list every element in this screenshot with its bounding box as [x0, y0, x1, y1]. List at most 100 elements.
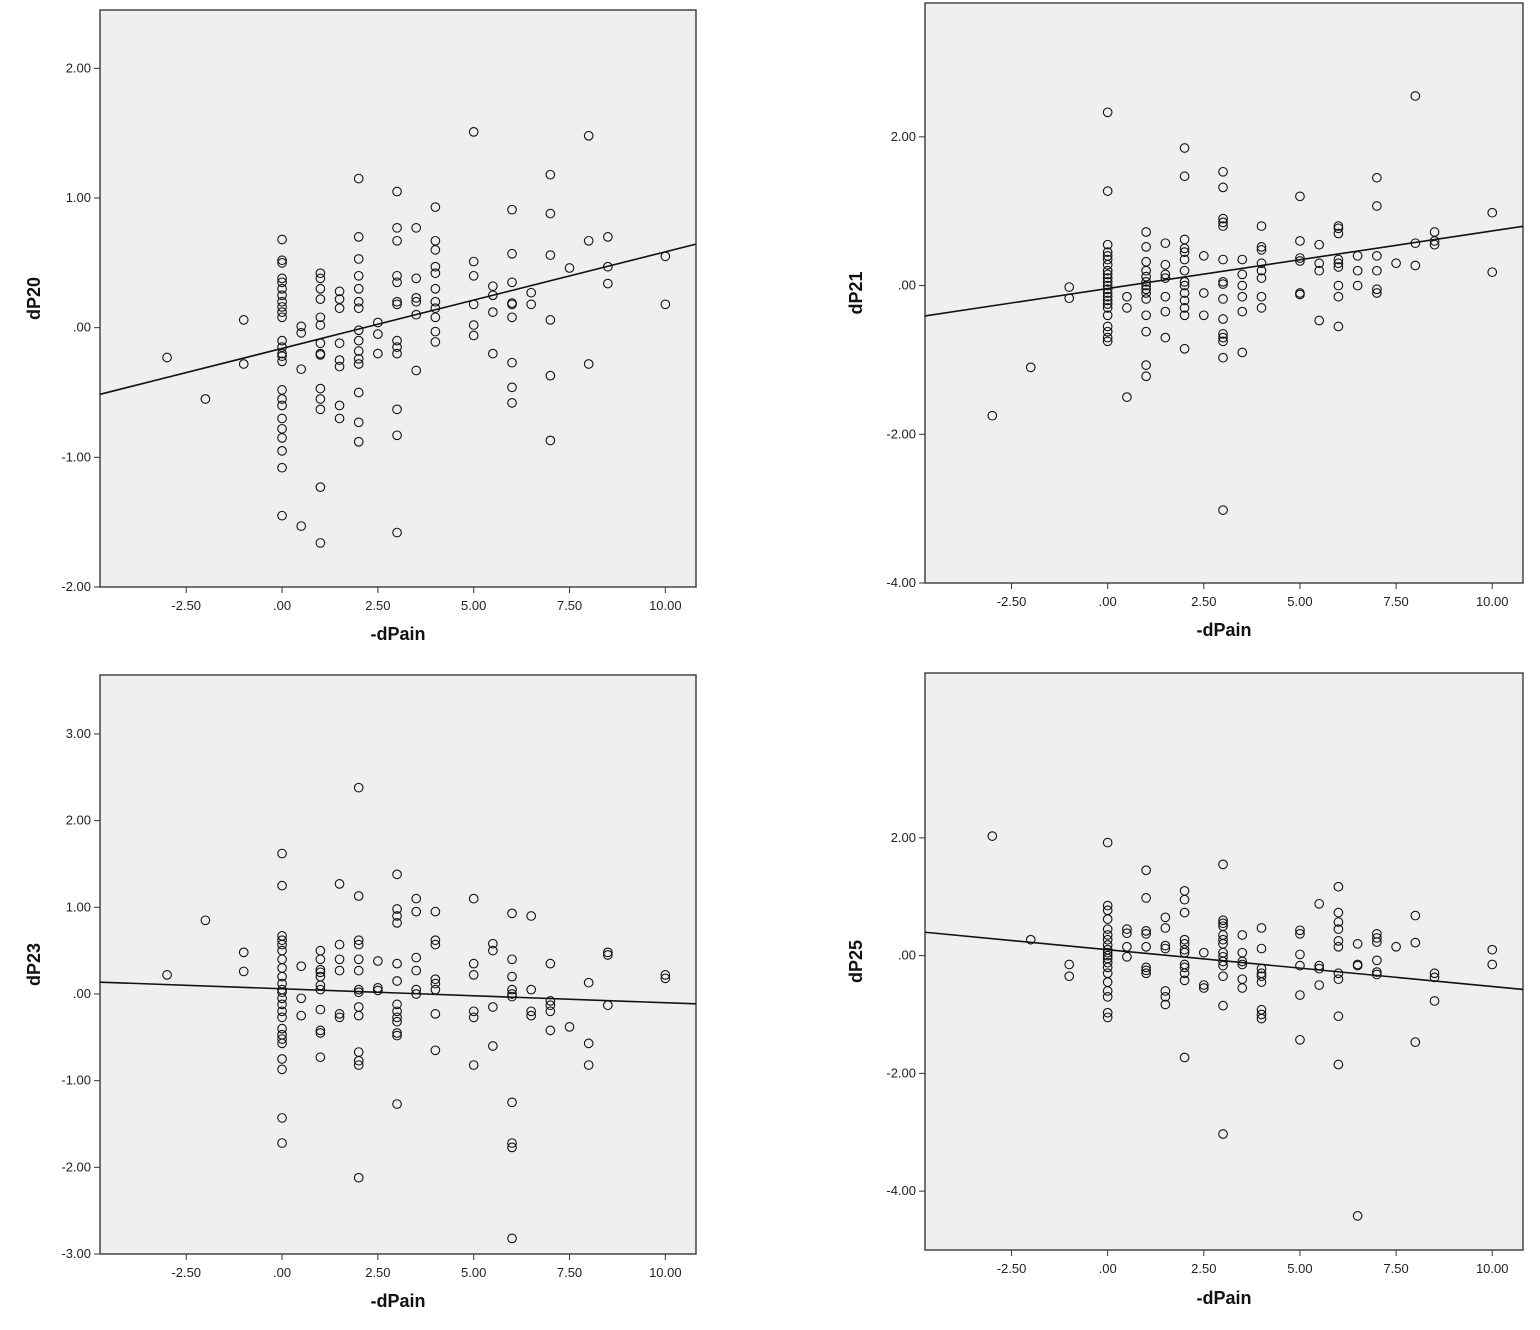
data-point [1218, 947, 1228, 958]
y-axis-title: dP25 [846, 940, 866, 983]
data-point [507, 299, 517, 310]
data-point [1102, 1012, 1113, 1023]
x-tick-label: .00 [273, 1265, 291, 1280]
data-point [1179, 968, 1190, 979]
data-point [430, 935, 441, 946]
data-point [277, 939, 287, 950]
data-point [660, 299, 671, 310]
data-point [1198, 983, 1209, 993]
data-point [526, 911, 537, 921]
data-point [1102, 259, 1113, 270]
data-point [277, 283, 287, 294]
data-point [468, 1012, 479, 1023]
data-point [315, 1052, 326, 1063]
plot-area [924, 2, 1524, 584]
data-point [334, 338, 345, 349]
data-point [430, 906, 441, 917]
data-point [1487, 944, 1498, 955]
data-point [373, 985, 383, 996]
data-point [1122, 951, 1132, 962]
x-tick-label: 2.50 [1191, 594, 1216, 609]
data-point [277, 312, 287, 323]
x-tick-label: 5.00 [1287, 1261, 1312, 1276]
data-point [1352, 938, 1363, 949]
data-point [1179, 907, 1190, 918]
x-axis-title: -dPain [370, 624, 425, 644]
data-point [430, 296, 441, 307]
data-point [277, 510, 287, 521]
data-point [334, 879, 345, 889]
x-tick-label: 5.00 [461, 1265, 486, 1280]
data-point [488, 945, 498, 956]
data-point [507, 398, 517, 408]
data-point [1218, 332, 1228, 343]
data-point [1102, 107, 1113, 118]
fit-line [99, 981, 697, 1005]
data-point [392, 235, 402, 246]
y-tick-label: -1.00 [61, 1073, 91, 1088]
data-point [334, 355, 345, 365]
data-point [277, 462, 287, 473]
scatter-chart-dp21: -4.00 -2.00 .00 2.00 -2.50 .00 2.50 5.00 7.50 10.… [846, 2, 1524, 640]
data-point [1102, 303, 1113, 313]
data-point [1179, 280, 1190, 291]
data-point [1122, 924, 1132, 934]
data-point [1141, 941, 1151, 952]
data-point [1352, 280, 1363, 291]
data-point [1198, 310, 1209, 321]
data-point [392, 976, 402, 986]
data-point [1141, 265, 1151, 276]
data-point [1102, 273, 1113, 283]
data-point [315, 350, 326, 360]
data-point [277, 307, 287, 317]
data-point [1314, 898, 1325, 909]
data-point [1160, 238, 1171, 249]
data-point [411, 293, 422, 303]
data-point [430, 974, 441, 985]
data-point [392, 299, 402, 310]
data-point [602, 232, 613, 242]
data-point [1218, 182, 1228, 193]
data-point [392, 222, 402, 233]
data-point [1160, 306, 1171, 317]
data-point [353, 1010, 364, 1021]
scatter-chart-dp25: -4.00 -2.00 .00 2.00 -2.50 .00 2.50 5.00 7.50 10.… [846, 672, 1524, 1308]
data-point [1102, 950, 1113, 961]
data-point [334, 286, 345, 297]
y-tick-label: -4.00 [886, 575, 916, 590]
data-point [334, 361, 345, 372]
data-point [1160, 943, 1171, 954]
data-point [1141, 310, 1151, 321]
data-point [1218, 254, 1228, 265]
data-point [468, 1060, 479, 1070]
data-point [507, 1138, 517, 1148]
data-point [1237, 959, 1248, 970]
data-point [583, 130, 594, 141]
data-point [1102, 837, 1113, 848]
data-point [507, 1233, 517, 1244]
data-point [660, 970, 671, 980]
x-tick-label: .00 [273, 598, 291, 613]
data-point [392, 869, 402, 880]
data-point [1237, 269, 1248, 280]
data-point [1102, 265, 1113, 276]
data-point [1256, 303, 1267, 313]
data-point [353, 283, 364, 294]
data-point [1333, 936, 1344, 946]
data-point [1141, 326, 1151, 337]
data-point [1295, 960, 1305, 971]
data-point [1160, 259, 1171, 270]
data-point [1122, 291, 1132, 302]
data-point [1179, 894, 1190, 905]
data-point [1333, 907, 1344, 918]
x-tick-label: 7.50 [557, 1265, 582, 1280]
data-point [1141, 294, 1151, 304]
data-point [488, 1002, 498, 1012]
data-point [277, 433, 287, 443]
data-point [1333, 280, 1344, 291]
data-point [353, 417, 364, 428]
data-point [1314, 980, 1325, 990]
y-tick-label: -2.00 [886, 426, 916, 441]
x-tick-label: 2.50 [365, 598, 390, 613]
